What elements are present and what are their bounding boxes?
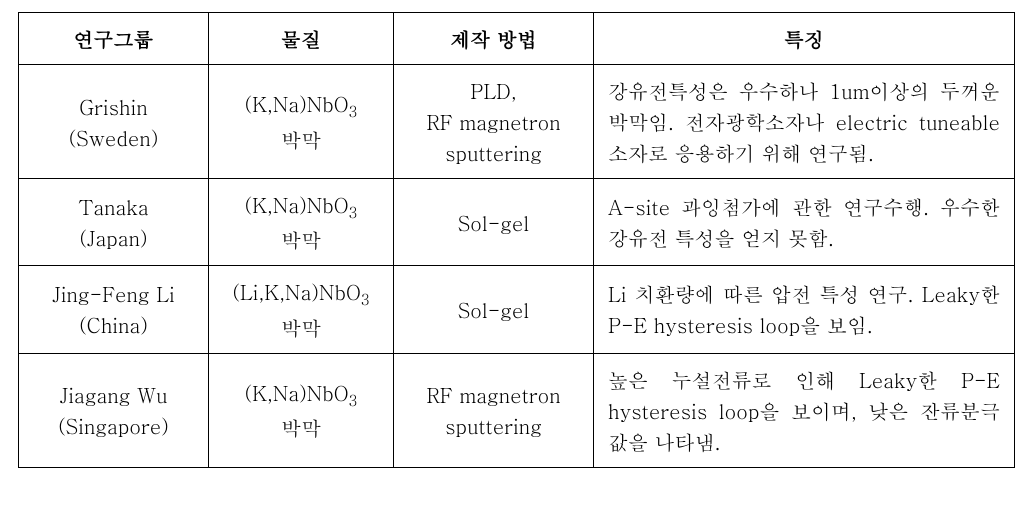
method-line: Sol-gel <box>458 295 530 324</box>
material-subscript: 3 <box>361 289 370 310</box>
cell-group: Jiagang Wu (Singapore) <box>19 353 209 467</box>
group-country: (Sweden) <box>69 123 159 152</box>
col-header-feature: 특징 <box>594 13 1015 65</box>
col-header-group: 연구그룹 <box>19 13 209 65</box>
group-country: (China) <box>79 310 148 339</box>
cell-method: RF magnetron sputtering <box>394 353 594 467</box>
cell-material: (K,Na)NbO3 박막 <box>209 353 394 467</box>
research-groups-table: 연구그룹 물질 제작 방법 특징 Grishin (Sweden) (K,Na)… <box>18 12 1015 468</box>
cell-feature: 높은 누설전류로 인해 Leaky한 P-E hysteresis loop을 … <box>594 353 1015 467</box>
material-form: 박막 <box>281 313 321 342</box>
table-row: Jiagang Wu (Singapore) (K,Na)NbO3 박막 RF … <box>19 353 1015 467</box>
material-formula: (Li,K,Na)NbO <box>232 277 360 306</box>
material-formula: (K,Na)NbO <box>245 89 349 118</box>
material-subscript: 3 <box>349 390 358 411</box>
method-line: Sol-gel <box>458 208 530 237</box>
method-line: PLD, <box>470 76 516 105</box>
material-form: 박막 <box>281 125 321 154</box>
table-row: Grishin (Sweden) (K,Na)NbO3 박막 PLD, RF m… <box>19 65 1015 179</box>
cell-feature: 강유전특성은 우수하나 1um이상의 두꺼운 박막임. 전자광학소자나 elec… <box>594 65 1015 179</box>
group-name: Grishin <box>79 92 147 121</box>
cell-group: Grishin (Sweden) <box>19 65 209 179</box>
group-name: Jing-Feng Li <box>52 279 175 308</box>
material-form: 박막 <box>281 225 321 254</box>
group-name: Tanaka <box>78 192 148 221</box>
cell-method: PLD, RF magnetron sputtering <box>394 65 594 179</box>
material-subscript: 3 <box>349 101 358 122</box>
cell-method: Sol-gel <box>394 266 594 353</box>
method-line: sputtering <box>445 411 542 440</box>
cell-material: (K,Na)NbO3 박막 <box>209 179 394 266</box>
cell-method: Sol-gel <box>394 179 594 266</box>
cell-group: Jing-Feng Li (China) <box>19 266 209 353</box>
cell-group: Tanaka (Japan) <box>19 179 209 266</box>
material-form: 박막 <box>281 413 321 442</box>
method-line: RF magnetron <box>426 380 560 409</box>
material-formula: (K,Na)NbO <box>245 378 349 407</box>
group-name: Jiagang Wu <box>60 380 168 409</box>
cell-material: (K,Na)NbO3 박막 <box>209 65 394 179</box>
table-row: Jing-Feng Li (China) (Li,K,Na)NbO3 박막 So… <box>19 266 1015 353</box>
method-line: RF magnetron <box>426 107 560 136</box>
table-row: Tanaka (Japan) (K,Na)NbO3 박막 Sol-gel A-s… <box>19 179 1015 266</box>
col-header-method: 제작 방법 <box>394 13 594 65</box>
material-subscript: 3 <box>349 202 358 223</box>
table-header-row: 연구그룹 물질 제작 방법 특징 <box>19 13 1015 65</box>
cell-material: (Li,K,Na)NbO3 박막 <box>209 266 394 353</box>
cell-feature: Li 치환량에 따른 압전 특성 연구. Leaky한 P-E hysteres… <box>594 266 1015 353</box>
group-country: (Japan) <box>79 223 147 252</box>
col-header-material: 물질 <box>209 13 394 65</box>
cell-feature: A-site 과잉첨가에 관한 연구수행. 우수한 강유전 특성을 얻지 못함. <box>594 179 1015 266</box>
material-formula: (K,Na)NbO <box>245 190 349 219</box>
group-country: (Singapore) <box>58 411 169 440</box>
method-line: sputtering <box>445 138 542 167</box>
